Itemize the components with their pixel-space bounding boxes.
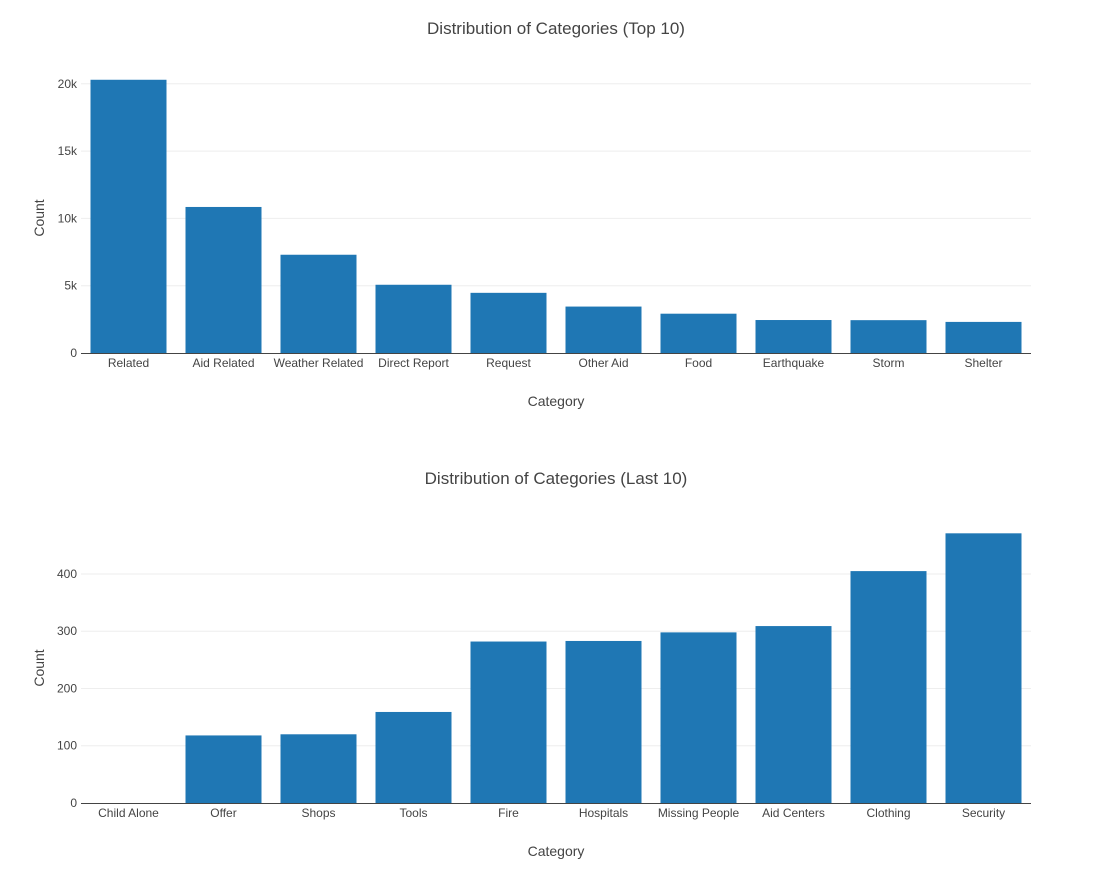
chart-title: Distribution of Categories (Last 10) xyxy=(425,469,688,488)
x-tick-label-earthquake: Earthquake xyxy=(763,356,825,370)
bar-food[interactable] xyxy=(660,313,737,353)
y-tick-label: 100 xyxy=(57,739,77,753)
bars[interactable] xyxy=(90,79,1022,354)
x-tick-label-storm: Storm xyxy=(872,356,904,370)
x-tick-label-clothing: Clothing xyxy=(866,806,910,820)
x-tick-label-aid-related: Aid Related xyxy=(192,356,254,370)
x-tick-labels: Child Alone Offer Shops Tools Fire Hospitals M… xyxy=(98,806,1005,820)
top-10-chart: Distribution of Categories (Top 10) 0 5k 1… xyxy=(0,0,1113,434)
x-tick-label-fire: Fire xyxy=(498,806,519,820)
y-tick-label: 10k xyxy=(58,211,78,225)
x-tick-label-aid-centers: Aid Centers xyxy=(762,806,825,820)
bar-security[interactable] xyxy=(945,533,1022,803)
bar-direct-report[interactable] xyxy=(375,284,452,353)
bar-storm[interactable] xyxy=(850,320,927,353)
y-tick-label: 0 xyxy=(70,346,77,360)
bar-weather-related[interactable] xyxy=(280,254,357,353)
top-10-chart-svg: Distribution of Categories (Top 10) 0 5k 1… xyxy=(31,19,1031,409)
bars[interactable] xyxy=(185,533,1022,803)
x-tick-label-shops: Shops xyxy=(301,806,335,820)
x-tick-label-request: Request xyxy=(486,356,531,370)
x-tick-label-related: Related xyxy=(108,356,149,370)
y-tick-label: 5k xyxy=(64,279,78,293)
x-tick-label-offer: Offer xyxy=(210,806,236,820)
x-tick-label-direct-report: Direct Report xyxy=(378,356,449,370)
y-tick-label: 200 xyxy=(57,681,77,695)
x-tick-label-weather-related: Weather Related xyxy=(274,356,364,370)
bar-hospitals[interactable] xyxy=(565,640,642,803)
bar-shops[interactable] xyxy=(280,734,357,803)
x-axis-title: Category xyxy=(528,843,585,859)
bar-shelter[interactable] xyxy=(945,321,1022,353)
x-tick-label-other-aid: Other Aid xyxy=(578,356,628,370)
y-tick-label: 0 xyxy=(70,796,77,810)
chart-title: Distribution of Categories (Top 10) xyxy=(427,19,685,38)
bar-offer[interactable] xyxy=(185,735,262,803)
bar-aid-centers[interactable] xyxy=(755,626,832,803)
x-tick-label-shelter: Shelter xyxy=(964,356,1002,370)
last-10-chart-svg: Distribution of Categories (Last 10) 0 10… xyxy=(31,469,1031,859)
bar-request[interactable] xyxy=(470,292,547,353)
x-axis-title: Category xyxy=(528,393,585,409)
y-tick-label: 300 xyxy=(57,624,77,638)
y-axis-title: Count xyxy=(31,649,47,686)
y-tick-label: 400 xyxy=(57,567,77,581)
x-tick-label-security: Security xyxy=(962,806,1005,820)
x-tick-label-hospitals: Hospitals xyxy=(579,806,628,820)
x-tick-label-tools: Tools xyxy=(399,806,427,820)
bar-aid-related[interactable] xyxy=(185,206,262,353)
last-10-chart: Distribution of Categories (Last 10) 0 10… xyxy=(0,450,1113,884)
y-axis-title: Count xyxy=(31,199,47,236)
bar-earthquake[interactable] xyxy=(755,320,832,353)
y-tick-label: 15k xyxy=(58,144,78,158)
y-tick-labels: 0 5k 10k 15k 20k xyxy=(58,77,78,360)
x-tick-label-missing-people: Missing People xyxy=(658,806,740,820)
x-tick-labels: Related Aid Related Weather Related Direct … xyxy=(108,356,1003,370)
bar-other-aid[interactable] xyxy=(565,306,642,353)
bar-related[interactable] xyxy=(90,79,167,354)
bar-missing-people[interactable] xyxy=(660,632,737,803)
bar-tools[interactable] xyxy=(375,711,452,803)
x-tick-label-food: Food xyxy=(685,356,712,370)
bar-fire[interactable] xyxy=(470,641,547,803)
y-tick-labels: 0 100 200 300 400 xyxy=(57,567,77,810)
y-tick-label: 20k xyxy=(58,77,78,91)
bar-clothing[interactable] xyxy=(850,571,927,803)
x-tick-label-child-alone: Child Alone xyxy=(98,806,159,820)
